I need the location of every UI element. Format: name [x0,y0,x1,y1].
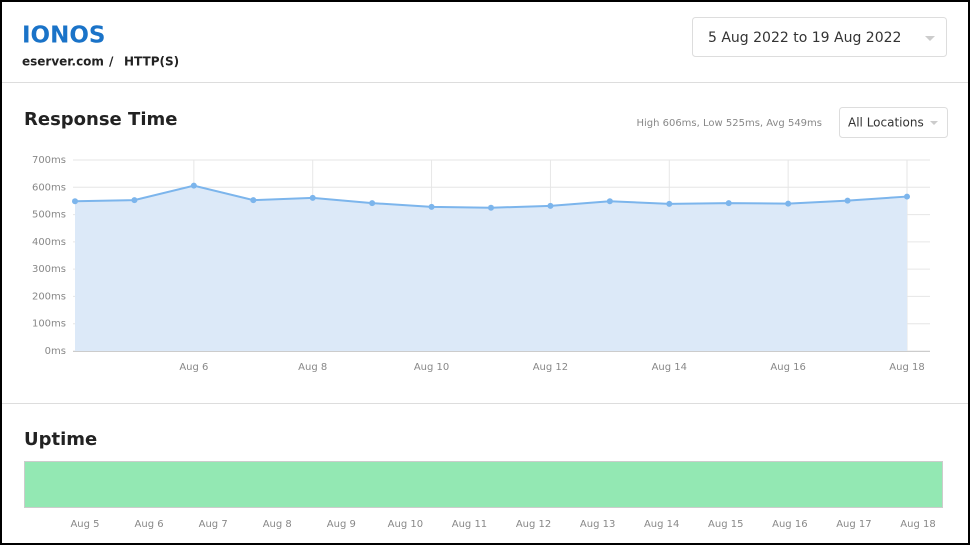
date-range[interactable]: 5 Aug 2022 to 19 Aug 2022 [708,30,901,46]
x-tick-label: Aug 8 [298,362,327,373]
point [606,198,613,205]
y-tick-label: 700ms [32,155,66,166]
area [75,185,907,351]
uptime-tick-label: Aug 10 [388,519,423,530]
uptime-tick-label: Aug 16 [772,519,807,530]
y-tick-label: 600ms [32,182,66,193]
point [844,197,851,204]
point [547,202,554,209]
x-tick-label: Aug 18 [889,362,924,373]
dropdown-box[interactable] [692,17,947,57]
point [369,200,376,207]
date-dropdown[interactable]: 5 Aug 2022 to 19 Aug 2022 [692,17,947,57]
uptime-tick-label: Aug 12 [516,519,551,530]
caret [925,36,935,41]
breadcrumb-site[interactable]: eserver.com [22,55,104,69]
breadcrumb-separator: / [109,55,114,69]
x-tick-label: Aug 6 [179,362,208,373]
summary: High 606ms, Low 525ms, Avg 549ms [636,118,822,129]
dropdown-box[interactable] [839,107,948,138]
brand: IONOS [22,23,105,49]
uptime-tick-label: Aug 14 [644,519,679,530]
point [250,197,257,204]
uptime-bar [24,461,943,508]
uptime-title: Uptime [24,429,97,450]
point [190,182,197,189]
point [488,204,494,211]
y-tick-label: 300ms [32,264,66,275]
x-tick-label: Aug 16 [770,362,805,373]
y-tick-label: 400ms [32,237,66,248]
x-tick-label: Aug 14 [652,362,687,373]
uptime-tick-label: Aug 6 [135,519,164,530]
uptime-tick-label: Aug 13 [580,519,615,530]
x-tick-label: Aug 12 [533,362,568,373]
location-filter[interactable]: All Locations [848,116,924,130]
caret [930,121,938,125]
uptime-tick-label: Aug 17 [836,519,871,530]
point [904,193,910,200]
point [428,203,435,210]
uptime-tick-label: Aug 8 [263,519,292,530]
location-dropdown[interactable]: All Locations [839,107,948,138]
chart-title: Response Time [24,109,177,130]
point [309,194,316,201]
uptime-tick-label: Aug 5 [70,519,99,530]
uptime-tick-label: Aug 18 [900,519,935,530]
point [785,200,792,207]
y-tick-label: 500ms [32,210,66,221]
uptime-tick-label: Aug 7 [199,519,228,530]
point [725,200,732,207]
point [131,197,138,204]
y-tick-label: 0ms [45,346,66,357]
point [72,198,78,205]
uptime-tick-label: Aug 15 [708,519,743,530]
point [666,200,673,207]
uptime-tick-label: Aug 11 [452,519,487,530]
breadcrumb-protocol: HTTP(S) [124,55,179,69]
y-tick-label: 100ms [32,319,66,330]
y-tick-label: 200ms [32,291,66,302]
x-tick-label: Aug 10 [414,362,449,373]
uptime-tick-label: Aug 9 [327,519,356,530]
